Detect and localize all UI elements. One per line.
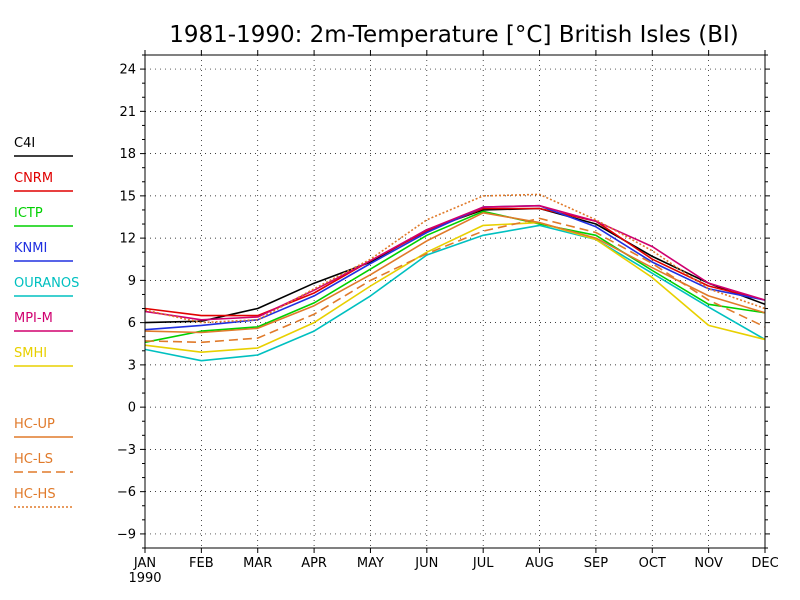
legend-label: ICTP — [14, 206, 43, 221]
y-tick-label: 0 — [128, 401, 136, 416]
x-tick-label: JAN — [133, 556, 156, 571]
x-tick-label: MAY — [357, 556, 384, 571]
legend: C4I CNRM ICTP KNMI OURANOS MPI-M SMHI HC-UP HC-L… — [14, 136, 79, 508]
x-tick-label: MAR — [243, 556, 272, 571]
series-line-hc-ls — [144, 217, 766, 344]
series-line-ouranos — [144, 224, 766, 362]
x-tick-label: DEC — [751, 556, 778, 571]
series-line-ictp — [144, 210, 766, 344]
series-line-hc-up — [144, 212, 766, 334]
legend-label: SMHI — [14, 346, 47, 361]
y-tick-label: −9 — [117, 527, 136, 542]
y-tick-label: −3 — [117, 443, 136, 458]
y-tick-label: 15 — [119, 189, 136, 204]
axes: −9 −6 −3 0 3 6 9 12 15 18 21 24 JAN FEB MAR APR MAY JUN JU… — [117, 50, 779, 586]
series-lines — [144, 193, 766, 362]
plot-frame — [144, 54, 766, 549]
legend-label: KNMI — [14, 241, 47, 256]
y-tick-label: 3 — [128, 358, 136, 373]
grid — [145, 55, 765, 548]
x-tick-label: JUL — [472, 556, 494, 571]
series-line-c4i — [144, 207, 766, 324]
legend-label: HC-UP — [14, 417, 55, 432]
x-tick-label: AUG — [525, 556, 553, 571]
series-line-smhi — [144, 221, 766, 354]
x-tick-label: SEP — [584, 556, 608, 571]
y-tick-label: 12 — [119, 232, 136, 247]
legend-label: CNRM — [14, 171, 53, 186]
x-tick-label: JUN — [414, 556, 438, 571]
series-line-mpi-m — [144, 204, 766, 321]
y-tick-label: 24 — [119, 63, 136, 78]
x-year-label: 1990 — [128, 571, 161, 586]
legend-label: HC-HS — [14, 487, 56, 502]
y-tick-label: 21 — [119, 105, 136, 120]
legend-label: HC-LS — [14, 452, 53, 467]
x-tick-label: APR — [301, 556, 327, 571]
series-line-hc-hs — [144, 193, 766, 324]
y-tick-label: 6 — [128, 316, 136, 331]
legend-label: C4I — [14, 136, 35, 151]
x-tick-label: FEB — [189, 556, 214, 571]
chart-title: 1981-1990: 2m-Temperature [°C] British I… — [169, 22, 739, 48]
legend-label: MPI-M — [14, 311, 53, 326]
x-tick-label: NOV — [694, 556, 723, 571]
y-tick-label: 9 — [128, 274, 136, 289]
series-line-cnrm — [144, 207, 766, 317]
x-tick-label: OCT — [639, 556, 666, 571]
y-tick-label: −6 — [117, 485, 136, 500]
y-tick-label: 18 — [119, 147, 136, 162]
legend-label: OURANOS — [14, 276, 79, 291]
